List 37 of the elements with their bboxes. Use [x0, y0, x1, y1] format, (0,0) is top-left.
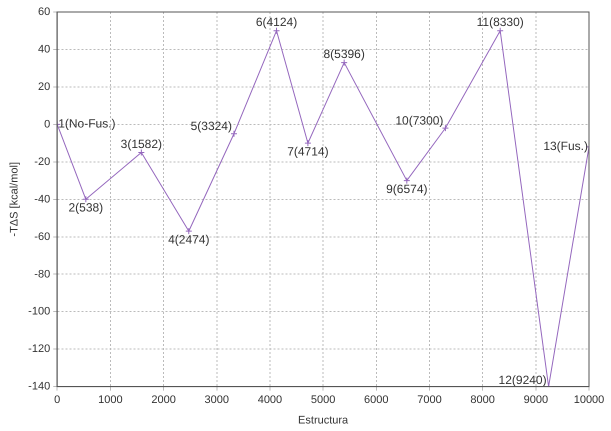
- annotation: 12(9240): [498, 372, 547, 387]
- x-tick-label: 10000: [574, 394, 604, 406]
- x-tick-label: 8000: [470, 394, 495, 406]
- annotation: 8(5396): [323, 46, 365, 61]
- x-axis-title: Estructura: [298, 414, 350, 426]
- y-tick-label: 40: [38, 43, 50, 56]
- annotation: 4(2474): [168, 232, 210, 246]
- x-tick-label: 7000: [417, 394, 442, 406]
- annotation: 10(7300): [395, 113, 444, 128]
- y-tick-label: -40: [34, 193, 50, 206]
- x-tick-label: 4000: [258, 394, 282, 406]
- y-tick-label: -60: [34, 230, 50, 243]
- x-tick-label: 2000: [151, 394, 176, 406]
- x-tick-label: 1000: [98, 394, 123, 406]
- annotation: 7(4714): [287, 144, 329, 158]
- x-tick-label: 6000: [364, 394, 389, 406]
- y-tick-label: 60: [38, 6, 50, 18]
- annotation: 1(No-Fus.): [58, 116, 116, 131]
- x-tick-label: 0: [54, 394, 60, 406]
- y-tick-label: -20: [34, 156, 50, 168]
- annotation: 11(8330): [476, 15, 524, 30]
- y-tick-label: -120: [28, 343, 50, 356]
- y-tick-label: 0: [44, 118, 50, 130]
- y-tick-label: -80: [34, 268, 50, 280]
- y-tick-label: -140: [28, 380, 50, 393]
- annotation: 13(Fus.): [543, 139, 588, 154]
- x-tick-label: 3000: [204, 394, 229, 406]
- annotation: 6(4124): [256, 15, 298, 30]
- x-tick-label: 5000: [310, 394, 336, 406]
- annotation: 3(1582): [120, 136, 162, 151]
- annotation: 5(3324): [190, 119, 232, 134]
- y-axis-title: -TΔS [kcal/mol]: [8, 162, 21, 237]
- y-tick-label: -100: [28, 306, 50, 318]
- x-tick-label: 9000: [524, 394, 548, 406]
- annotation: 9(6574): [386, 182, 428, 196]
- annotation: 2(538): [68, 200, 104, 215]
- y-tick-label: 20: [38, 80, 50, 93]
